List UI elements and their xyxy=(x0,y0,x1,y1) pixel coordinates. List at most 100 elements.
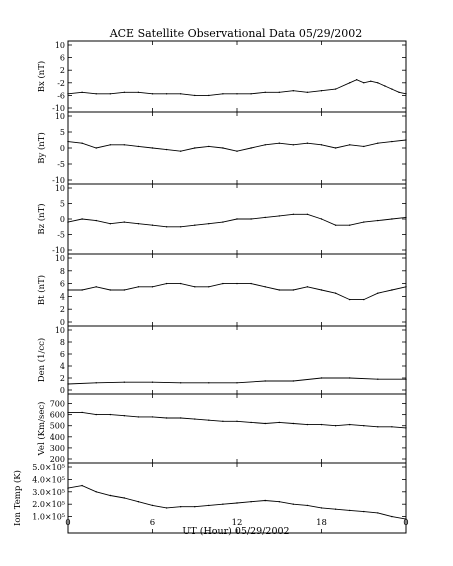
panels-group: 10 6 2 -2 -6 -10 Bx (nT) 10 5 0 -5 -10 By (nT) 10 5 0 -5… xyxy=(12,40,407,534)
data-point xyxy=(250,147,252,149)
data-point xyxy=(349,509,351,512)
data-point xyxy=(363,510,365,513)
data-point xyxy=(292,289,294,291)
data-point xyxy=(334,224,337,226)
data-point xyxy=(384,85,386,87)
data-point xyxy=(334,425,337,427)
y-tick-label: 4 xyxy=(60,292,65,301)
data-point xyxy=(264,286,266,288)
y-tick-label: 2 xyxy=(60,305,65,314)
data-point xyxy=(278,421,280,424)
data-point xyxy=(292,213,294,215)
x-axis-label: UT (Hour) 05/29/2002 xyxy=(182,526,289,537)
data-point xyxy=(377,292,379,294)
data-point xyxy=(194,418,196,420)
y-tick-label: -6 xyxy=(57,91,65,100)
data-point xyxy=(320,90,323,92)
figure-title: ACE Satellite Observational Data 05/29/2… xyxy=(109,27,363,40)
data-point xyxy=(363,425,365,427)
y-tick-label: 8 xyxy=(60,338,65,347)
data-point xyxy=(165,417,168,419)
x-tick-labels: 0 6 12 18 0 xyxy=(65,518,408,528)
data-point xyxy=(250,93,252,95)
data-point xyxy=(391,426,393,428)
data-point xyxy=(222,503,224,505)
data-point xyxy=(391,88,393,90)
data-point xyxy=(208,286,210,288)
y-tick-label: 5 xyxy=(60,128,65,137)
series-line xyxy=(68,411,407,429)
data-point xyxy=(222,147,224,149)
data-point xyxy=(391,515,393,518)
data-point xyxy=(349,82,351,84)
data-point xyxy=(165,226,168,228)
y-tick-label: 10 xyxy=(55,112,65,121)
data-point xyxy=(320,289,323,291)
data-point xyxy=(398,91,400,94)
data-point xyxy=(377,512,379,514)
data-point xyxy=(194,224,196,226)
data-point xyxy=(67,411,69,414)
data-point xyxy=(151,147,154,149)
x-tick-label: 0 xyxy=(403,518,408,528)
data-point xyxy=(292,90,294,92)
data-point xyxy=(109,223,112,225)
data-point xyxy=(377,426,379,428)
data-point xyxy=(95,286,97,288)
data-point xyxy=(363,298,365,301)
data-point xyxy=(370,80,372,82)
y-tick-label: 10 xyxy=(55,41,65,50)
x-tick-label: 18 xyxy=(316,518,327,528)
y-tick-label: 2.0×10⁵ xyxy=(32,500,65,509)
data-point xyxy=(236,218,238,220)
data-point xyxy=(123,289,126,291)
y-axis-label: Ion Temp (K) xyxy=(12,470,23,526)
data-point xyxy=(334,147,337,149)
data-point xyxy=(306,142,309,144)
data-point xyxy=(123,144,126,146)
data-point xyxy=(264,380,266,382)
y-tick-label: -10 xyxy=(52,104,65,113)
data-point xyxy=(377,378,379,380)
y-tick-label: -2 xyxy=(57,79,65,88)
y-axis-label: Den (1/cc) xyxy=(36,338,47,382)
y-tick-label: 400 xyxy=(50,433,65,442)
data-point xyxy=(180,226,182,228)
data-point xyxy=(292,422,294,425)
y-tick-label: 4.0×10⁵ xyxy=(32,475,65,484)
data-point xyxy=(250,282,252,285)
data-point xyxy=(137,223,140,225)
data-point xyxy=(194,147,196,149)
data-point xyxy=(208,223,210,225)
y-tick-label: 0 xyxy=(60,318,65,327)
data-point xyxy=(264,422,266,425)
data-point xyxy=(180,93,182,95)
panel-5: 10 8 6 4 2 0 Den (1/cc) xyxy=(36,325,407,395)
y-tick-label: 1.0×10⁵ xyxy=(32,513,65,522)
panel-frame xyxy=(67,111,407,185)
data-point xyxy=(67,140,69,143)
y-tick-label: 500 xyxy=(50,422,65,431)
data-point xyxy=(95,147,97,149)
data-point xyxy=(278,215,280,217)
y-tick-label: 6 xyxy=(60,280,65,289)
data-point xyxy=(95,219,97,222)
y-tick-label: 0 xyxy=(60,386,65,395)
panel-frame xyxy=(67,325,407,395)
data-point xyxy=(405,93,407,95)
data-point xyxy=(222,221,224,223)
panel-4: 10 8 6 4 2 0 Bt (nT) xyxy=(36,253,407,327)
x-tick-label: 12 xyxy=(232,518,243,528)
data-point xyxy=(208,94,210,97)
data-point xyxy=(292,503,294,505)
data-point xyxy=(334,508,337,510)
data-point xyxy=(165,282,168,285)
y-axis-label: Bt (nT) xyxy=(36,275,47,305)
data-point xyxy=(109,413,112,416)
data-point xyxy=(306,91,309,94)
data-point xyxy=(320,377,323,379)
data-point xyxy=(208,504,210,507)
data-point xyxy=(81,289,83,291)
